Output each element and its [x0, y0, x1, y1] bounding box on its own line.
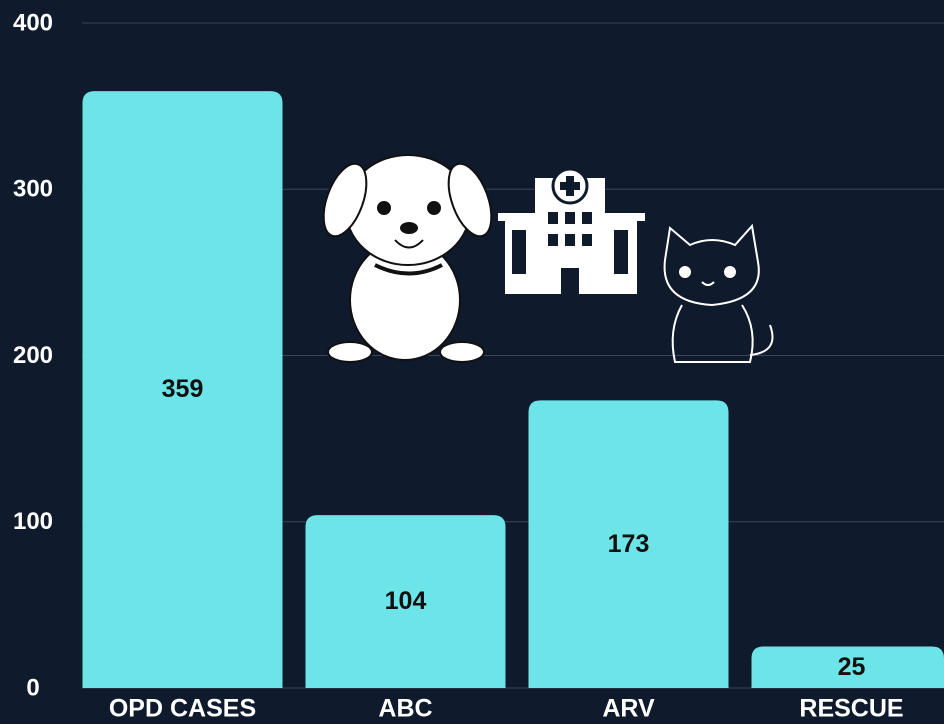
y-tick-label: 200: [13, 342, 53, 369]
value-label: 104: [385, 587, 427, 615]
x-tick-label: OPD CASES: [109, 695, 256, 723]
y-tick-label: 100: [13, 508, 53, 535]
chart: 0 100 200 300 400 OPD CASES 359 ABC 104 ARV 173 RES…: [0, 0, 944, 724]
value-label: 25: [838, 653, 866, 681]
value-label: 359: [162, 375, 204, 403]
value-label: 173: [608, 530, 650, 558]
x-tick-label: ABC: [378, 695, 432, 723]
x-tick-label: ARV: [602, 695, 655, 723]
x-tick-label: RESCUE: [799, 695, 903, 723]
y-tick-label: 400: [13, 9, 53, 36]
y-tick-label: 0: [26, 674, 39, 701]
y-tick-label: 300: [13, 176, 53, 203]
